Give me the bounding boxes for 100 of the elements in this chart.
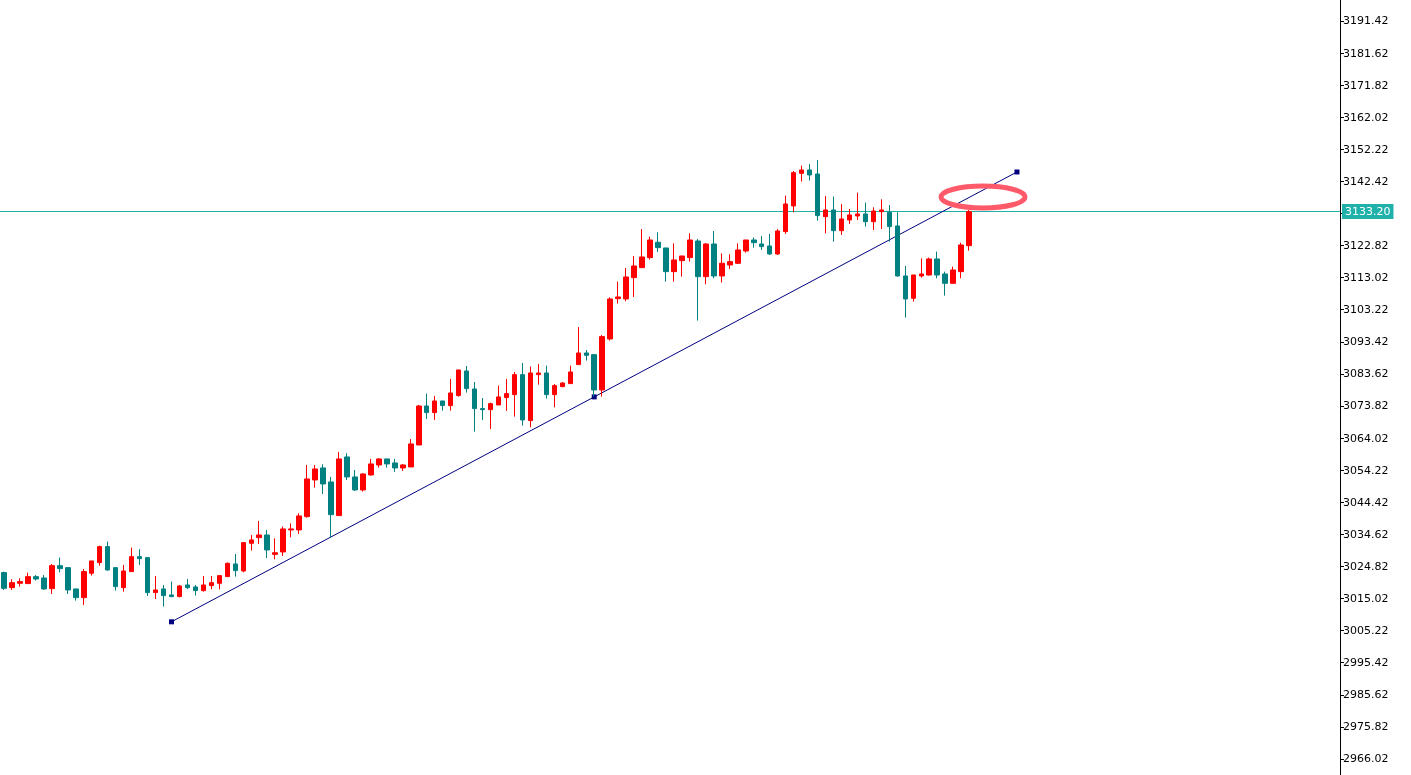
candlestick [879,198,884,230]
y-tick-label: 3181.62 [1343,46,1389,60]
candlestick [966,209,972,252]
candlestick [193,584,198,597]
candlestick [304,464,310,519]
candlestick [57,557,63,573]
candlestick [815,159,820,222]
candlestick [17,577,23,588]
candlestick [201,575,206,593]
candlestick [73,588,79,602]
candlestick [137,548,142,566]
y-tick-label: 3034.62 [1343,527,1389,541]
candlestick [416,404,422,446]
candlestick [225,562,230,578]
candlestick [520,362,525,427]
y-tick-label: 3044.42 [1343,495,1389,509]
candlestick [911,274,916,303]
candlestick [9,578,15,591]
candlestick [464,365,469,394]
candlestick [41,574,47,591]
candlestick [942,271,948,297]
candlestick [767,233,772,256]
y-tick-label: 2966.02 [1343,752,1389,766]
candlestick [161,584,166,608]
candlestick [249,534,254,552]
y-tick-label: 3024.82 [1343,559,1389,573]
candlestick [105,541,110,572]
candlestick [663,247,669,283]
candlestick [440,400,445,412]
candlestick [775,228,780,256]
candlestick [392,458,398,473]
candlestick [280,526,286,557]
candlestick [631,255,637,298]
candlestick [336,451,342,517]
candlestick [89,560,94,577]
candlestick [615,281,621,305]
candlestick [895,211,900,278]
candlestick [209,575,214,590]
candlestick [735,242,741,265]
candlestick [839,203,844,236]
candlestick [65,567,71,595]
candlestick [711,230,717,279]
candlestick [687,232,693,263]
candlestick [488,402,493,430]
candlestick [655,231,661,253]
candlestick [233,553,238,578]
candlestick [424,393,429,420]
y-tick-label: 3171.82 [1343,78,1389,92]
candlestick [950,266,956,284]
candlestick [288,522,294,538]
candlestick [799,165,804,183]
candlestick [217,575,222,590]
candlestick [552,383,557,408]
candlestick [480,397,485,421]
candlestick [496,385,501,406]
point [168,619,174,625]
candlestick [272,537,278,560]
candlestick [97,545,102,567]
candlestick [528,366,533,428]
y-tick-label: 3162.02 [1343,110,1389,124]
candlestick [751,236,757,249]
candlestick [384,458,390,469]
candlestick [153,575,158,600]
candlestick [368,458,374,477]
candlestick [934,251,940,279]
candlestick [887,204,892,243]
y-tick-label: 3191.42 [1343,14,1389,28]
y-tick-label: 2975.82 [1343,720,1389,734]
candlestick [719,252,725,284]
candlestick [847,208,852,225]
candlestick [360,472,366,493]
candlestick [241,542,246,573]
candlestick [400,463,406,472]
candlestick [584,349,589,362]
y-tick-label: 3113.02 [1343,271,1389,285]
candlestick [472,381,477,433]
candlestick [256,520,262,545]
candlestick [958,242,964,279]
y-tick-label: 3054.22 [1343,463,1389,477]
candlestick [903,265,908,319]
candlestick [544,365,549,400]
candlestick [81,568,87,606]
candlestick [607,296,613,342]
candlestick [639,228,645,269]
candlestick [919,257,924,279]
candlestick [448,378,453,412]
y-tick-label: 2985.62 [1343,688,1389,702]
candlestick [264,529,270,559]
candlestick [1,571,7,591]
y-tick-label: 2995.42 [1343,656,1389,670]
y-tick-label: 3152.22 [1343,142,1389,156]
candlestick [560,381,565,388]
y-tick-label: 3073.82 [1343,399,1389,413]
candlestick [328,476,334,539]
candlestick [671,242,677,283]
y-tick-label: 3083.62 [1343,367,1389,381]
candlestick [647,236,653,261]
candlestick [831,196,836,243]
candlestick [296,512,302,535]
candlestick [599,334,605,398]
